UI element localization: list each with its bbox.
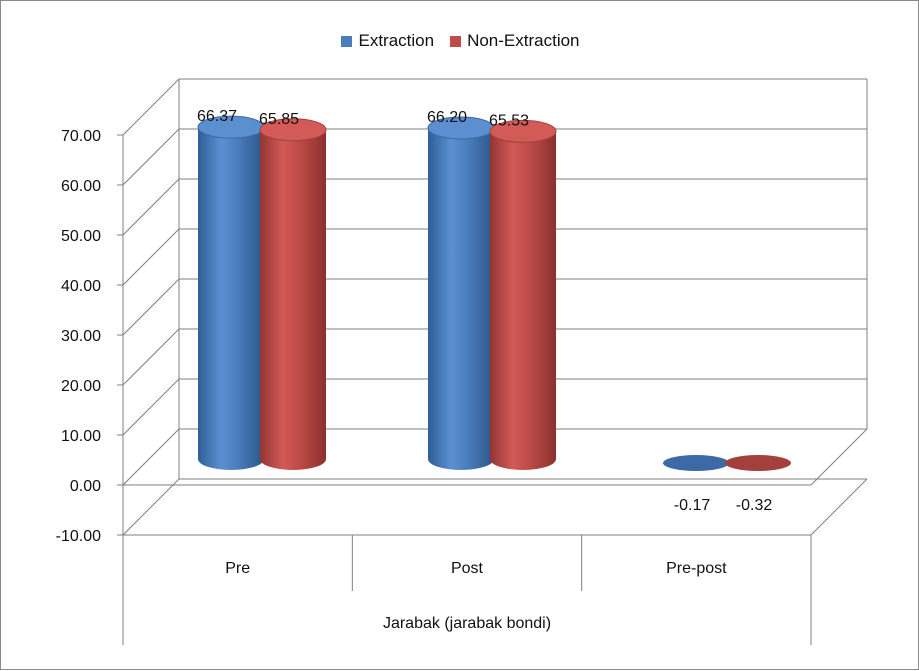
bar-body-1-0 — [260, 129, 326, 470]
ytick-label-0: -10.00 — [56, 528, 101, 545]
floor-right-bottom — [810, 478, 868, 536]
bar-1-0 — [259, 118, 327, 470]
bar-1-2 — [725, 455, 791, 471]
ytick-label-4: 30.00 — [61, 328, 101, 345]
ytick-label-7: 60.00 — [61, 178, 101, 195]
bar-top-0-2 — [663, 455, 729, 471]
bar-0-2 — [663, 455, 729, 471]
label-layer: -10.00 0.00 10.00 20.00 30.00 40.00 50.00 60.00… — [56, 108, 773, 632]
legend-item-0: Extraction — [341, 31, 434, 51]
ytick-label-8: 70.00 — [61, 128, 101, 145]
category-label-2: Pre-post — [666, 560, 727, 577]
bar-body-0-0 — [198, 127, 264, 471]
ytick-label-1: 0.00 — [70, 478, 101, 495]
gridline-side-2 — [122, 378, 180, 436]
legend-swatch-0 — [341, 35, 353, 47]
ytick-label-6: 50.00 — [61, 228, 101, 245]
gridline-side-0 — [122, 478, 180, 536]
legend: Extraction Non-Extraction — [1, 31, 919, 52]
data-label-0-2: -0.17 — [674, 497, 711, 514]
data-label-1-0: 65.85 — [259, 111, 299, 128]
ytick-label-3: 20.00 — [61, 378, 101, 395]
category-label-1: Post — [451, 560, 484, 577]
legend-label-1: Non-Extraction — [467, 31, 580, 50]
floor-right-top — [810, 428, 868, 486]
gridline-side-4 — [122, 278, 180, 336]
gridline-side-6 — [122, 178, 180, 236]
data-label-0-1: 66.20 — [427, 109, 467, 126]
gridline-side-5 — [122, 228, 180, 286]
data-label-0-0: 66.37 — [197, 108, 237, 125]
ytick-label-5: 40.00 — [61, 278, 101, 295]
bar-layer — [197, 115, 791, 471]
x-axis-title: Jarabak (jarabak bondi) — [383, 615, 551, 632]
gridline-side-8 — [122, 78, 180, 136]
bar-top-1-2 — [725, 455, 791, 471]
bar-0-0 — [197, 115, 265, 471]
bar-body-0-1 — [428, 128, 494, 470]
legend-label-0: Extraction — [358, 31, 435, 50]
gridline-side-7 — [122, 128, 180, 186]
bar-top-1-0 — [259, 118, 327, 142]
data-label-1-2: -0.32 — [736, 497, 773, 514]
legend-swatch-1 — [450, 35, 462, 47]
gridline-side-3 — [122, 328, 180, 386]
gridline-side-1 — [122, 428, 180, 486]
category-label-0: Pre — [225, 560, 250, 577]
data-label-1-1: 65.53 — [489, 112, 529, 129]
ytick-label-2: 10.00 — [61, 428, 101, 445]
bar-body-1-1 — [490, 131, 556, 470]
bar-1-1 — [489, 119, 557, 470]
legend-item-1: Non-Extraction — [450, 31, 580, 51]
bar-top-1-1 — [489, 119, 557, 143]
bar-0-1 — [427, 116, 495, 470]
